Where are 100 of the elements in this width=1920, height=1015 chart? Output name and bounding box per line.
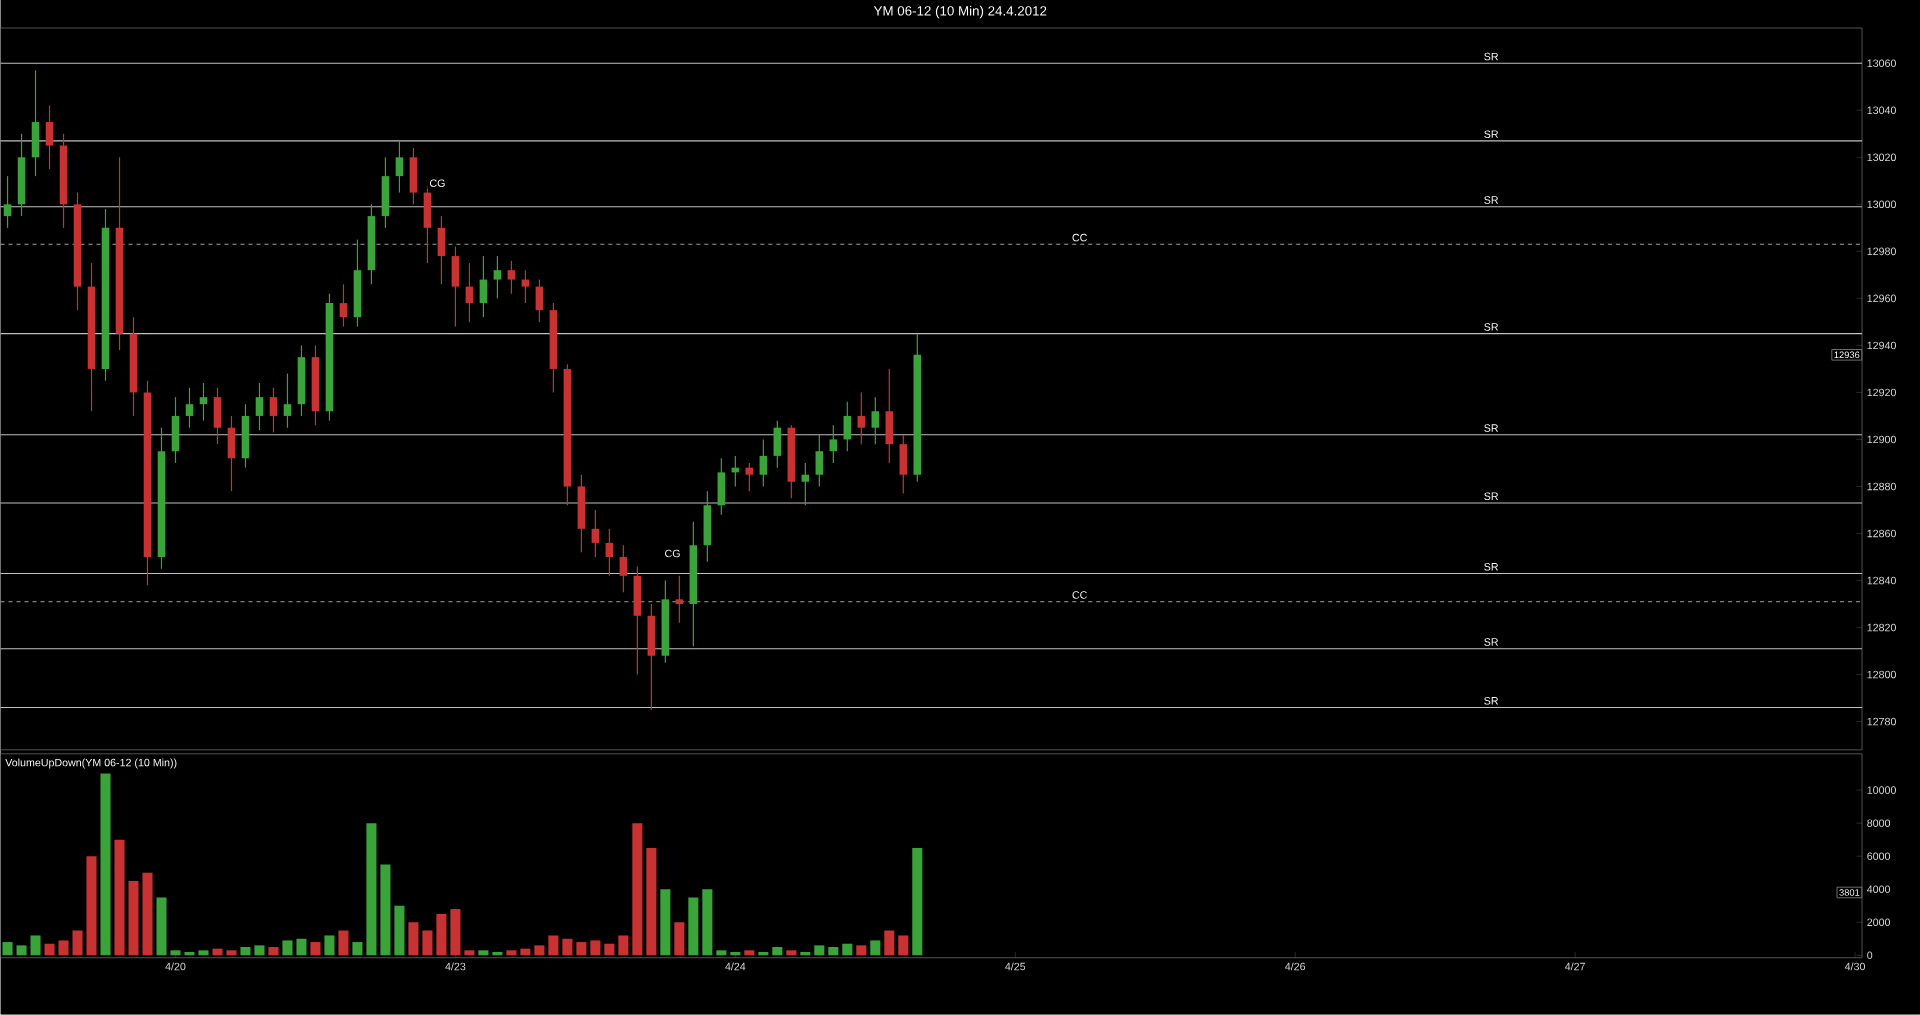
bar (310, 942, 321, 956)
bar (618, 935, 629, 956)
bar (254, 945, 265, 956)
candlestick (843, 401, 852, 452)
bar (296, 938, 307, 956)
bar (562, 938, 573, 956)
ref-line-label: SR (1484, 638, 1499, 646)
bar (268, 947, 279, 956)
candlestick (801, 462, 810, 507)
bar (380, 864, 391, 956)
candlestick (269, 387, 278, 434)
bar (226, 950, 237, 956)
candlestick (3, 175, 12, 229)
y-tick-label: 12880 (1867, 482, 1896, 491)
bar (324, 935, 335, 956)
bar (114, 839, 125, 956)
bar (912, 848, 923, 956)
candlestick (465, 262, 474, 323)
bar (100, 773, 111, 956)
bar (772, 947, 783, 956)
y-tick-label: 2000 (1867, 918, 1891, 927)
y-tick-label: 10000 (1867, 786, 1896, 795)
x-tick-label: 4/26 (1285, 962, 1306, 971)
bar (786, 950, 797, 956)
bar (646, 848, 657, 956)
annotation: CG (665, 549, 680, 558)
bar (30, 935, 41, 956)
bar (828, 947, 839, 956)
candlestick (199, 382, 208, 422)
candlestick (857, 391, 866, 445)
y-tick-label: 12800 (1867, 670, 1896, 679)
bar (492, 952, 503, 956)
candlestick (871, 396, 880, 445)
annotation: CG (429, 179, 445, 188)
x-tick-label: 4/23 (445, 962, 466, 971)
bar (366, 823, 377, 956)
candlestick (493, 255, 502, 300)
bar (702, 889, 713, 956)
ref-line-label: CC (1072, 591, 1087, 599)
candlestick (675, 575, 684, 624)
bar (478, 950, 489, 956)
bar (744, 950, 755, 956)
candlestick (185, 387, 194, 429)
candlestick (339, 283, 348, 328)
bar (632, 823, 643, 956)
x-tick-label: 4/27 (1564, 962, 1585, 971)
bar (520, 948, 531, 956)
bar (506, 950, 517, 956)
bar (2, 942, 13, 956)
bar (716, 950, 727, 956)
candlestick (745, 462, 754, 492)
bar (86, 856, 97, 956)
candlestick (255, 382, 264, 431)
y-tick-label: 12860 (1867, 529, 1896, 538)
ref-line-label: SR (1484, 52, 1499, 61)
ref-line-label: SR (1484, 563, 1499, 571)
y-tick-label: 12900 (1867, 435, 1896, 444)
bar (240, 947, 251, 956)
annotation: 12936 (1834, 351, 1860, 359)
bar (436, 914, 447, 956)
candlestick (605, 528, 614, 577)
candlestick (507, 260, 516, 295)
annotation: 3801 (1839, 889, 1860, 896)
bar (674, 922, 685, 956)
bar (408, 922, 419, 956)
bar (464, 950, 475, 956)
bar (450, 909, 461, 956)
y-tick-label: 12840 (1867, 576, 1896, 585)
ref-line-label: SR (1484, 697, 1499, 705)
y-tick-label: 0 (1867, 951, 1873, 960)
bar (142, 872, 153, 956)
bar (870, 940, 881, 956)
bar (548, 935, 559, 956)
bar (128, 881, 139, 956)
candlestick (395, 140, 404, 194)
bar (338, 930, 349, 956)
x-tick-label: 4/25 (1005, 962, 1026, 971)
candlestick (479, 255, 488, 318)
bar (352, 942, 363, 956)
ref-line-label: SR (1484, 130, 1499, 139)
candlestick (759, 438, 768, 488)
bar (534, 945, 545, 956)
bar (688, 897, 699, 956)
bar (604, 943, 615, 956)
y-tick-label: 13060 (1867, 59, 1896, 68)
bar (660, 889, 671, 956)
y-tick-label: 12960 (1867, 294, 1896, 303)
x-tick-label: 4/30 (1844, 962, 1866, 971)
candlestick (535, 279, 544, 323)
bar (72, 930, 83, 956)
chart-title: VolumeUpDown(YM 06-12 (10 Min)) (5, 758, 177, 769)
bar (170, 950, 181, 956)
bar (800, 952, 811, 956)
candlestick (521, 269, 530, 304)
candlestick (591, 509, 600, 558)
y-tick-label: 13040 (1867, 106, 1896, 115)
bar (212, 948, 223, 956)
y-tick-label: 4000 (1867, 885, 1891, 894)
y-tick-label: 12780 (1867, 717, 1896, 726)
ref-line-label: SR (1484, 196, 1499, 204)
